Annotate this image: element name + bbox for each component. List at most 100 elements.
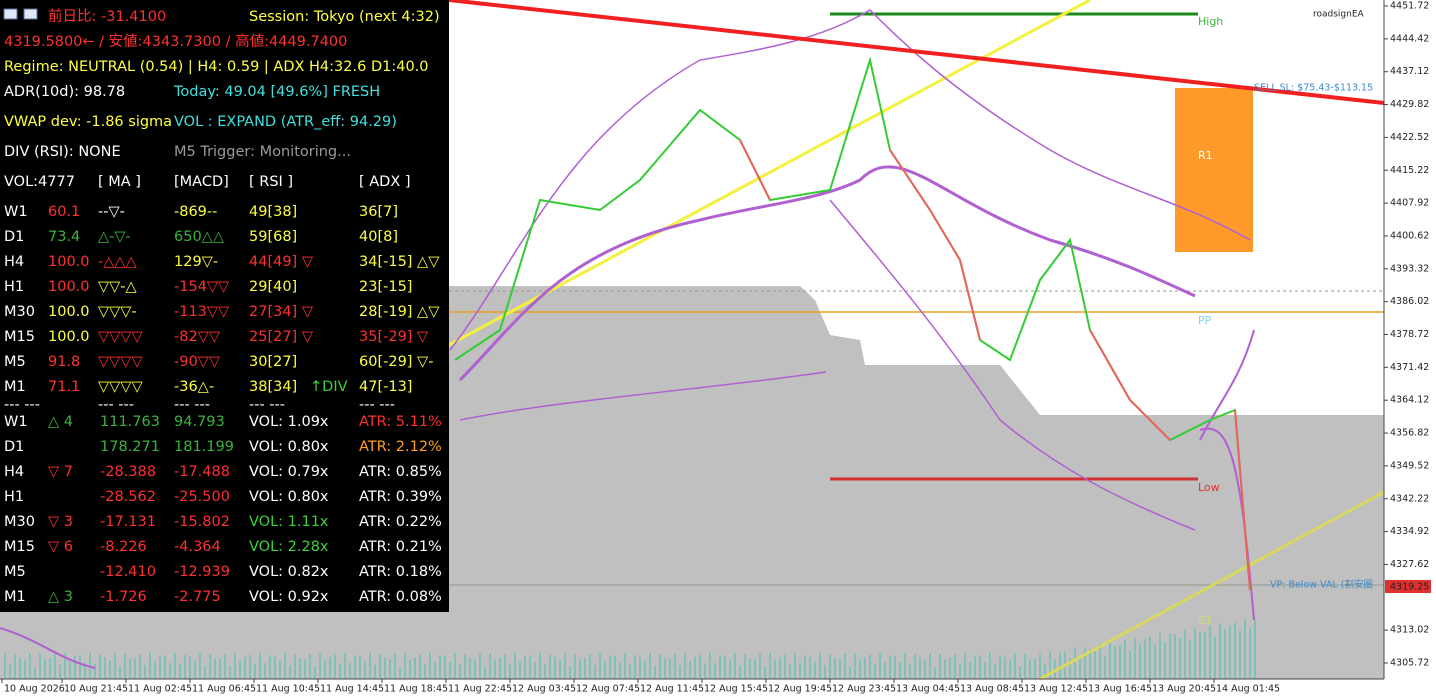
volume-bar bbox=[1239, 630, 1241, 679]
volume-bar bbox=[944, 659, 946, 679]
volume-bar bbox=[759, 653, 761, 679]
volume-bar bbox=[949, 657, 951, 679]
volume-bar bbox=[1254, 619, 1256, 679]
volume-bar bbox=[149, 653, 151, 679]
volume-bar bbox=[674, 653, 676, 679]
level-label: High bbox=[1198, 15, 1223, 28]
volume-bar bbox=[609, 656, 611, 679]
volume-bar bbox=[494, 659, 496, 679]
price-label: 4415.22 bbox=[1390, 165, 1429, 176]
time-label: 12 Aug 07:45 bbox=[576, 684, 640, 695]
panel-text: -113▽▽ bbox=[174, 304, 230, 320]
volume-bar bbox=[399, 666, 401, 679]
band-upper bbox=[449, 9, 1251, 351]
panel-text: -15.802 bbox=[174, 514, 230, 530]
panel-text: 60.1 bbox=[48, 204, 80, 220]
volume-bar bbox=[1024, 653, 1026, 679]
volume-bar bbox=[39, 653, 41, 679]
volume-bar bbox=[874, 664, 876, 679]
volume-bar bbox=[454, 653, 456, 679]
panel-text: ▽▽▽▽ bbox=[98, 329, 143, 345]
time-label: 11 Aug 22:45 bbox=[448, 684, 512, 695]
time-label: 13 Aug 20:45 bbox=[1152, 684, 1216, 695]
panel-text: VOL : EXPAND (ATR_eff: 94.29) bbox=[174, 114, 397, 130]
panel-text: --- --- bbox=[4, 397, 40, 413]
volume-bar bbox=[219, 658, 221, 679]
volume-bar bbox=[459, 664, 461, 679]
volume-bar bbox=[1089, 648, 1091, 679]
volume-bar bbox=[9, 664, 11, 679]
volume-bar bbox=[139, 654, 141, 679]
volume-bar bbox=[819, 653, 821, 679]
volume-bar bbox=[629, 663, 631, 679]
volume-bar bbox=[1179, 637, 1181, 679]
price-axis bbox=[1384, 0, 1436, 679]
volume-bar bbox=[669, 658, 671, 679]
volume-bar bbox=[814, 661, 816, 679]
volume-bar bbox=[839, 659, 841, 679]
panel-text: --- --- bbox=[359, 397, 395, 413]
sell-zone bbox=[1175, 88, 1253, 252]
panel-text: △-▽- bbox=[98, 229, 131, 245]
volume-bar bbox=[504, 654, 506, 679]
volume-bar bbox=[719, 655, 721, 679]
volume-bar bbox=[1229, 625, 1231, 679]
panel-text: --- --- bbox=[174, 397, 210, 413]
info-panel bbox=[0, 0, 449, 612]
level-label: PP bbox=[1198, 314, 1212, 327]
volume-bar bbox=[1144, 639, 1146, 679]
panel-text: 59[68] bbox=[249, 229, 297, 245]
panel-text: 23[-15] bbox=[359, 279, 412, 295]
volume-bar bbox=[664, 658, 666, 679]
volume-bar bbox=[144, 665, 146, 679]
panel-text: 40[8] bbox=[359, 229, 398, 245]
volume-bar bbox=[294, 654, 296, 679]
panel-text: 36[7] bbox=[359, 204, 398, 220]
price-label: 4407.92 bbox=[1390, 198, 1429, 209]
volume-bar bbox=[74, 656, 76, 679]
volume-bar bbox=[689, 660, 691, 679]
panel-text: --▽- bbox=[98, 204, 125, 220]
volume-bar bbox=[154, 661, 156, 679]
panel-text: VOL: 1.11x bbox=[249, 514, 329, 530]
volume-bar bbox=[1059, 653, 1061, 679]
panel-text: [ ADX ] bbox=[359, 174, 411, 190]
volume-bar bbox=[1094, 651, 1096, 679]
volume-bar bbox=[29, 653, 31, 679]
panel-text: DIV (RSI): NONE bbox=[4, 144, 121, 160]
volume-bar bbox=[1019, 666, 1021, 679]
volume-bar bbox=[914, 654, 916, 679]
volume-bar bbox=[324, 660, 326, 679]
volume-bar bbox=[1149, 636, 1151, 679]
volume-bar bbox=[684, 653, 686, 679]
volume-bar bbox=[234, 653, 236, 679]
volume-bar bbox=[1004, 657, 1006, 679]
panel-text: 100.0 bbox=[48, 279, 90, 295]
volume-bar bbox=[739, 665, 741, 679]
time-label: 12 Aug 03:45 bbox=[512, 684, 576, 695]
volume-bar bbox=[389, 659, 391, 679]
panel-text: M5 bbox=[4, 564, 26, 580]
panel-text: -25.500 bbox=[174, 489, 230, 505]
volume-bar bbox=[339, 663, 341, 679]
volume-bar bbox=[1174, 634, 1176, 679]
volume-bar bbox=[654, 665, 656, 679]
panel-text: △ 4 bbox=[48, 414, 73, 430]
volume-bar bbox=[584, 658, 586, 679]
price-label: 4400.62 bbox=[1390, 230, 1429, 241]
volume-bar bbox=[754, 658, 756, 679]
volume-bar bbox=[619, 662, 621, 679]
panel-text: 129▽- bbox=[174, 254, 218, 270]
panel-text: Today: 49.04 [49.6%] FRESH bbox=[173, 84, 380, 100]
volume-bar bbox=[834, 657, 836, 679]
volume-bar bbox=[319, 653, 321, 679]
volume-bar bbox=[49, 657, 51, 679]
panel-text: 100.0 bbox=[48, 304, 90, 320]
time-label: 10 Aug 21:45 bbox=[64, 684, 128, 695]
volume-bar bbox=[824, 664, 826, 679]
panel-text: -36△- bbox=[174, 379, 214, 395]
volume-bar bbox=[589, 654, 591, 679]
volume-bar bbox=[1169, 633, 1171, 679]
volume-bar bbox=[974, 656, 976, 679]
